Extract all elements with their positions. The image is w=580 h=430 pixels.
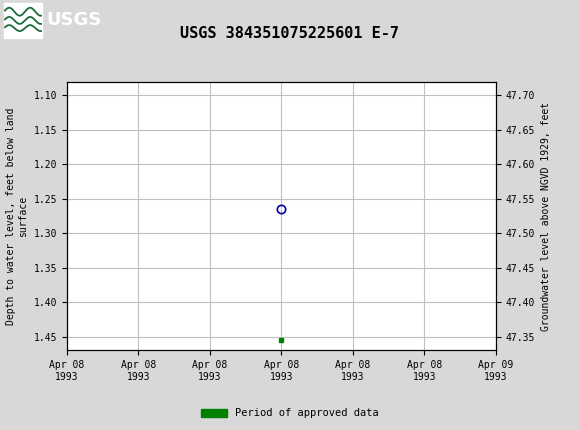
Y-axis label: Groundwater level above NGVD 1929, feet: Groundwater level above NGVD 1929, feet	[541, 101, 550, 331]
Legend: Period of approved data: Period of approved data	[197, 404, 383, 423]
Y-axis label: Depth to water level, feet below land
surface: Depth to water level, feet below land su…	[6, 108, 28, 325]
Text: USGS 384351075225601 E-7: USGS 384351075225601 E-7	[180, 26, 400, 41]
Text: USGS: USGS	[46, 11, 102, 29]
Bar	[4, 3, 42, 38]
